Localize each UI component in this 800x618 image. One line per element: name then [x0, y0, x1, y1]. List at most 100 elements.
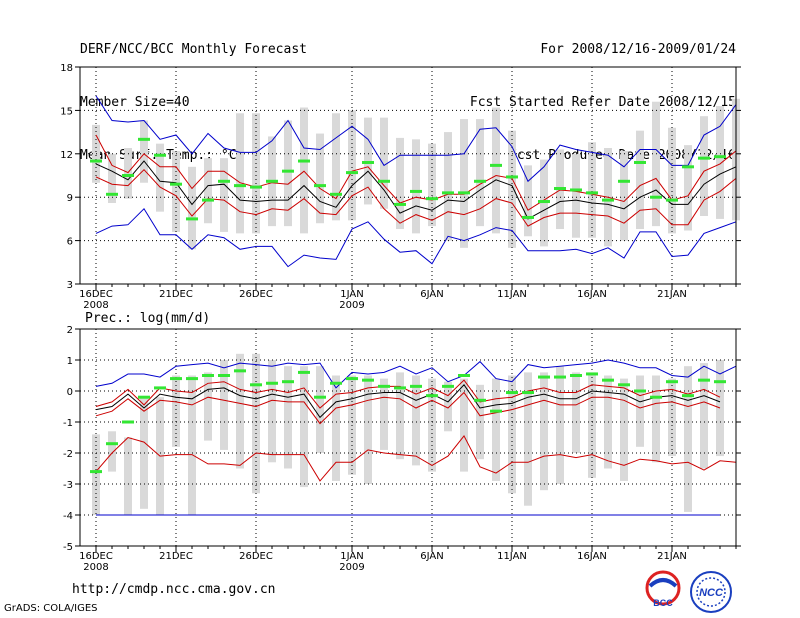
observation-marker	[170, 182, 182, 186]
plot-frame	[79, 328, 737, 547]
ensemble-box	[572, 372, 580, 453]
y-tick-label: -3	[63, 480, 73, 491]
observation-marker	[298, 159, 310, 163]
observation-marker	[282, 169, 294, 173]
observation-marker	[218, 374, 230, 377]
observation-marker	[490, 163, 502, 167]
ensemble-box	[700, 116, 708, 217]
ensemble-box	[684, 145, 692, 231]
observation-marker	[554, 375, 566, 379]
observation-marker	[106, 192, 118, 196]
observation-marker	[410, 384, 422, 388]
observation-marker	[586, 191, 598, 195]
ensemble-box	[284, 366, 292, 469]
y-tick-label: 15	[60, 106, 73, 117]
observation-marker	[330, 381, 342, 385]
y-tick-label: -4	[63, 511, 73, 522]
x-tick-year: 2008	[83, 562, 108, 573]
observation-marker	[90, 159, 102, 163]
ensemble-box	[524, 372, 532, 506]
ensemble-box	[220, 158, 228, 232]
ensemble-box	[652, 375, 660, 463]
observation-marker	[570, 188, 582, 192]
observation-marker	[106, 442, 118, 446]
observation-marker	[138, 395, 150, 399]
x-tick-label: 26DEC	[239, 551, 273, 562]
grads-credit: GrADS: COLA/IGES	[4, 603, 98, 614]
ensemble-box	[588, 142, 596, 238]
x-tick-label: 21JAN	[657, 289, 687, 300]
observation-marker	[90, 470, 102, 474]
observation-marker	[346, 171, 358, 175]
observation-marker	[250, 185, 262, 189]
observation-marker	[666, 380, 678, 384]
observation-marker	[442, 384, 454, 388]
y-tick-label: -1	[63, 418, 73, 429]
observation-marker	[378, 384, 390, 388]
series-q75	[95, 134, 737, 211]
footer-url[interactable]: http://cmdp.ncc.cma.gov.cn	[72, 582, 276, 597]
ensemble-box	[716, 106, 724, 219]
ensemble-box	[92, 434, 100, 515]
x-tick-label: 16JAN	[577, 289, 607, 300]
x-tick-label: 11JAN	[497, 551, 527, 562]
observation-marker	[570, 374, 582, 377]
y-tick-label: 3	[67, 280, 73, 291]
observation-marker	[234, 369, 246, 373]
observation-marker	[682, 165, 694, 169]
observation-marker	[266, 179, 278, 183]
ensemble-box	[300, 366, 308, 488]
observation-marker	[202, 198, 214, 202]
panel-title: Prec.: log(mm/d)	[85, 311, 210, 326]
observation-marker	[426, 197, 438, 201]
observation-marker	[154, 386, 166, 390]
ensemble-box	[524, 165, 532, 237]
ensemble-box	[460, 119, 468, 248]
ensemble-box	[332, 375, 340, 481]
ensemble-box	[108, 153, 116, 203]
ensemble-box	[492, 107, 500, 234]
ncc-logo: NCC	[690, 571, 732, 613]
ensemble-box	[108, 431, 116, 472]
ensemble-box	[124, 148, 132, 199]
ensemble-box	[716, 360, 724, 457]
observation-marker	[426, 394, 438, 398]
ensemble-box	[188, 166, 196, 250]
y-tick-label: -5	[63, 542, 73, 553]
forecast-title: DERF/NCC/BCC Monthly Forecast	[80, 42, 307, 57]
ensemble-box	[236, 113, 244, 234]
ensemble-box	[156, 143, 164, 212]
ensemble-box	[380, 378, 388, 450]
observation-marker	[314, 395, 326, 399]
ensemble-box	[396, 372, 404, 460]
x-tick-label: 21DEC	[159, 551, 193, 562]
observation-marker	[474, 398, 486, 402]
observation-marker	[266, 381, 278, 385]
observation-marker	[154, 153, 166, 157]
ensemble-box	[508, 375, 516, 494]
y-tick-label: 0	[67, 387, 73, 398]
observation-marker	[314, 184, 326, 188]
ensemble-box	[300, 107, 308, 234]
observation-marker	[282, 380, 294, 384]
x-tick-label: 16DEC	[79, 551, 113, 562]
ensemble-box	[364, 375, 372, 484]
observation-marker	[186, 217, 198, 221]
observation-marker	[714, 155, 726, 159]
ensemble-box	[620, 378, 628, 481]
ensemble-box	[428, 143, 436, 227]
ncc-logo-text: NCC	[699, 587, 724, 599]
ensemble-box	[412, 375, 420, 466]
series-upper	[95, 95, 737, 183]
observation-marker	[394, 386, 406, 390]
observation-marker	[522, 215, 534, 219]
observation-marker	[122, 420, 134, 424]
ensemble-box	[636, 130, 644, 230]
observation-marker	[202, 374, 214, 377]
plot-frame	[79, 66, 737, 285]
ensemble-box	[572, 153, 580, 238]
observation-marker	[586, 372, 598, 376]
observation-marker	[394, 202, 406, 206]
